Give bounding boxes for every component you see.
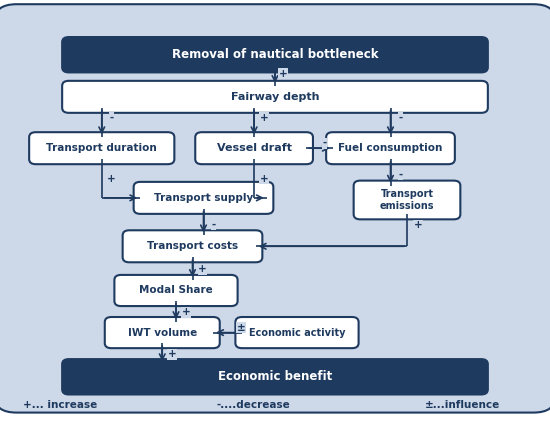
FancyBboxPatch shape: [114, 275, 238, 306]
FancyBboxPatch shape: [195, 132, 313, 164]
Text: -: -: [211, 220, 216, 230]
Text: Transport
emissions: Transport emissions: [379, 189, 434, 211]
Text: Transport costs: Transport costs: [147, 241, 238, 251]
FancyBboxPatch shape: [62, 81, 488, 113]
Text: -....decrease: -....decrease: [216, 400, 290, 410]
Text: IWT volume: IWT volume: [128, 328, 197, 338]
Text: +: +: [198, 264, 207, 274]
Text: Fairway depth: Fairway depth: [231, 92, 319, 102]
Text: -: -: [109, 113, 114, 123]
Text: -: -: [322, 138, 327, 148]
Text: +: +: [260, 113, 268, 123]
FancyBboxPatch shape: [62, 37, 488, 72]
FancyBboxPatch shape: [123, 230, 262, 262]
FancyBboxPatch shape: [104, 317, 219, 348]
FancyBboxPatch shape: [62, 359, 488, 394]
Text: ±: ±: [236, 322, 245, 333]
Text: Transport supply: Transport supply: [154, 193, 253, 203]
Text: +... increase: +... increase: [23, 400, 98, 410]
Text: +: +: [260, 174, 268, 184]
Text: Economic benefit: Economic benefit: [218, 370, 332, 383]
FancyBboxPatch shape: [134, 182, 273, 214]
Text: Modal Share: Modal Share: [139, 285, 213, 296]
Text: Transport duration: Transport duration: [46, 143, 157, 153]
Text: +: +: [168, 349, 177, 360]
FancyBboxPatch shape: [235, 317, 359, 348]
Text: Vessel draft: Vessel draft: [217, 143, 292, 153]
Text: +: +: [107, 174, 116, 184]
Text: -: -: [398, 170, 403, 180]
Text: ±...influence: ±...influence: [425, 400, 499, 410]
Text: Economic activity: Economic activity: [249, 328, 345, 338]
FancyBboxPatch shape: [0, 4, 550, 413]
Text: Removal of nautical bottleneck: Removal of nautical bottleneck: [172, 48, 378, 61]
Text: Fuel consumption: Fuel consumption: [338, 143, 443, 153]
Text: -: -: [398, 113, 403, 123]
FancyBboxPatch shape: [354, 181, 460, 219]
FancyBboxPatch shape: [29, 132, 174, 164]
Text: +: +: [279, 69, 288, 79]
Text: +: +: [182, 307, 190, 317]
FancyBboxPatch shape: [326, 132, 455, 164]
Text: +: +: [414, 220, 422, 230]
